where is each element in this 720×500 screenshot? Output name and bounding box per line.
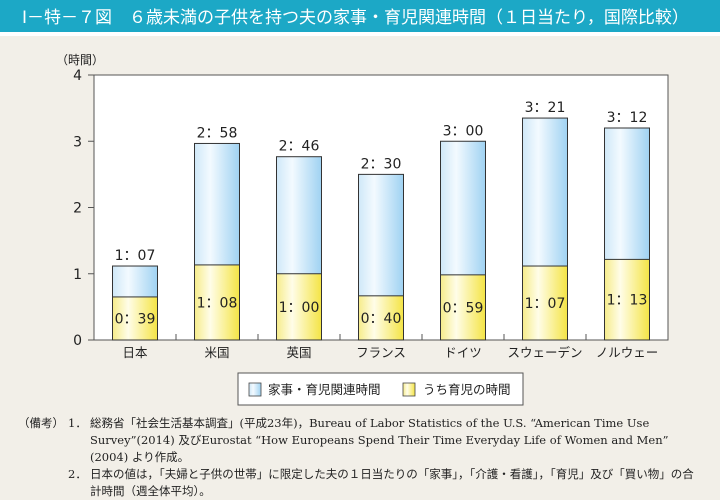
y-tick-label: 4 (73, 68, 82, 84)
bar-childcare (194, 264, 240, 341)
x-tick-label: ノルウェー (596, 345, 659, 360)
data-label-childcare: 1：07 (525, 296, 566, 312)
bar-childcare (604, 258, 650, 341)
bar-childcare (112, 296, 158, 341)
bar-childcare (522, 265, 568, 341)
bar-childcare (276, 273, 322, 341)
notes: （備考） 1． 総務省「社会生活基本調査」(平成23年)，Bureau of L… (18, 415, 700, 500)
data-label-total: 1：07 (115, 248, 156, 264)
notes-label: （備考） (18, 416, 64, 430)
data-label-total: 3：12 (607, 110, 648, 126)
note-text: 日本の値は，「夫婦と子供の世帯」に限定した夫の１日当たりの「家事」，「介護・看護… (90, 467, 694, 498)
x-tick-label: スウェーデン (507, 345, 582, 360)
legend-label-childcare: うち育児の時間 (423, 382, 511, 397)
y-axis-label: （時間） (56, 53, 104, 67)
data-label-childcare: 1：08 (197, 295, 238, 311)
note-number: 2． (68, 467, 87, 481)
data-label-total: 3：21 (525, 100, 566, 116)
legend-swatch-yellow (402, 382, 416, 397)
y-tick-label: 3 (73, 134, 82, 150)
data-label-total: 2：46 (279, 139, 320, 155)
legend-label-total: 家事・育児関連時間 (268, 382, 381, 397)
y-tick-label: 1 (73, 267, 82, 283)
data-label-childcare: 0：59 (443, 300, 484, 316)
bar-childcare (440, 274, 486, 341)
data-label-childcare: 0：39 (115, 311, 156, 327)
data-label-childcare: 0：40 (361, 311, 402, 327)
x-tick-label: 英国 (286, 345, 311, 360)
legend-swatch-blue (248, 382, 262, 397)
note-text: 総務省「社会生活基本調査」(平成23年)，Bureau of Labor Sta… (90, 416, 669, 464)
x-tick-label: 日本 (122, 345, 148, 360)
data-label-total: 2：30 (361, 156, 402, 172)
bar-chart: （時間） 0 1 2 3 4 1：07 0：39 日本 2：58 1：08 米国 2：46 1：00 英… (56, 53, 669, 406)
data-label-total: 3：00 (443, 123, 484, 139)
x-tick-label: フランス (356, 345, 406, 360)
x-tick-label: 米国 (204, 345, 229, 360)
figure-title: Ⅰ－特－７図 ６歳未満の子供を持つ夫の家事・育児関連時間（１日当たり，国際比較） (0, 0, 720, 36)
data-label-total: 2：58 (197, 125, 238, 141)
y-tick-label: 2 (73, 201, 82, 217)
legend: 家事・育児関連時間 うち育児の時間 (237, 372, 524, 406)
bar-childcare (358, 295, 404, 341)
data-label-childcare: 1：13 (607, 293, 648, 309)
y-tick-label: 0 (73, 333, 82, 349)
x-tick-label: ドイツ (444, 345, 482, 360)
note-number: 1． (68, 416, 87, 430)
data-label-childcare: 1：00 (279, 300, 320, 316)
